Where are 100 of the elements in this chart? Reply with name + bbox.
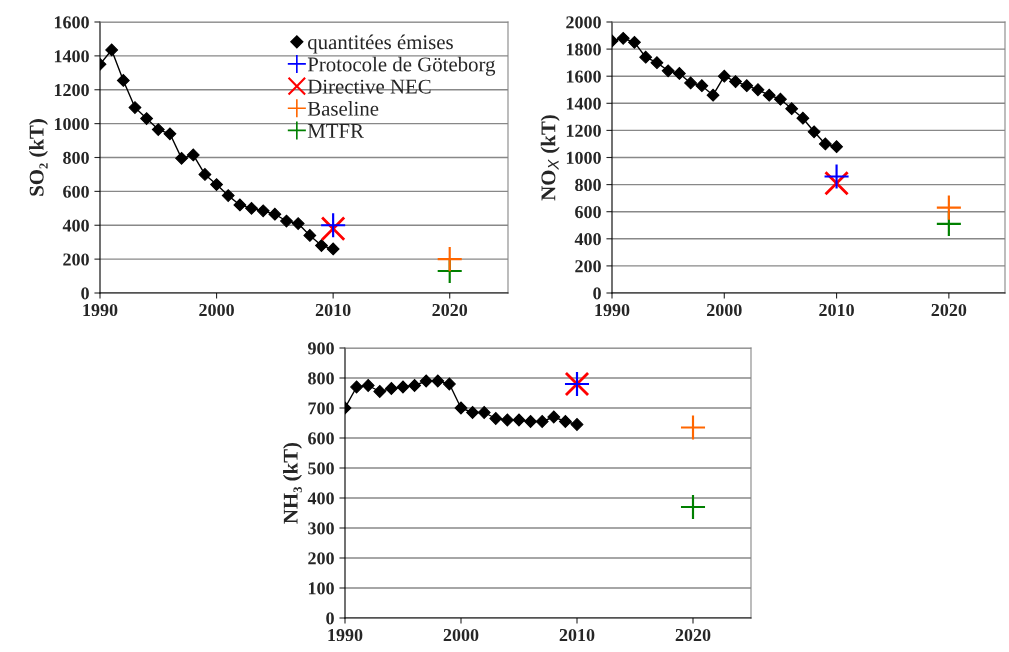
point: [512, 413, 526, 427]
point: [762, 88, 776, 102]
y-tick-label: 300: [308, 522, 334, 535]
point: [489, 412, 503, 425]
y-tick-label: 0: [326, 612, 334, 625]
point: [326, 242, 340, 256]
y-axis-title: NH₃ (kT): [283, 442, 302, 524]
point: [140, 112, 154, 125]
point: [396, 380, 410, 394]
point: [291, 217, 305, 230]
x-tick-label: 2020: [675, 628, 711, 642]
y-tick-label: 1400: [566, 97, 601, 110]
point: [774, 92, 787, 106]
x-tick-label: 2010: [819, 303, 854, 317]
point: [233, 198, 247, 212]
point: [818, 137, 832, 151]
point: [680, 494, 706, 520]
y-tick-label: 2000: [566, 16, 601, 29]
y-tick-label: 1400: [54, 50, 89, 63]
y-tick-label: 200: [575, 260, 601, 273]
point: [442, 377, 456, 391]
point: [706, 88, 720, 102]
y-axis-title: NO$_{X}$ (kT): [540, 115, 560, 201]
legend-label: Directive NEC: [307, 79, 431, 94]
legend-label: Baseline: [307, 101, 379, 116]
point: [824, 164, 849, 189]
point: [661, 64, 675, 78]
point: [616, 31, 630, 45]
point: [268, 207, 282, 221]
x-tick-label: 2000: [199, 303, 234, 317]
legend-label: MTFR: [307, 124, 364, 138]
point: [547, 410, 561, 424]
point: [729, 75, 742, 89]
point: [280, 214, 293, 228]
y-tick-label: 1600: [54, 16, 89, 29]
point: [303, 229, 317, 242]
point: [796, 111, 810, 125]
x-tick-label: 1990: [328, 628, 363, 642]
point: [936, 195, 961, 220]
point: [256, 204, 270, 218]
point: [210, 178, 223, 192]
point: [105, 43, 119, 57]
point: [186, 148, 200, 162]
y-tick-label: 700: [308, 402, 334, 415]
point: [373, 385, 387, 398]
point: [128, 101, 142, 114]
y-tick-label: 500: [308, 462, 334, 475]
point: [245, 201, 258, 215]
point: [785, 102, 799, 116]
point: [361, 379, 375, 392]
point: [454, 401, 468, 415]
y-tick-label: 0: [593, 287, 601, 300]
y-tick-label: 800: [575, 178, 601, 192]
point: [163, 127, 177, 141]
y-tick-label: 600: [575, 205, 601, 219]
point: [524, 415, 538, 428]
point: [717, 69, 731, 83]
point: [419, 374, 433, 388]
x-tick-label: 1990: [595, 303, 630, 317]
x-tick-label: 1990: [83, 303, 118, 317]
y-tick-label: 400: [574, 233, 601, 246]
point: [437, 247, 462, 272]
point: [477, 406, 491, 419]
y-tick-label: 100: [308, 582, 334, 595]
point: [500, 413, 514, 427]
y-tick-label: 1200: [566, 124, 601, 137]
point: [672, 67, 686, 80]
point: [535, 415, 549, 428]
point: [350, 380, 364, 394]
x-tick-label: 2010: [315, 303, 351, 317]
legend-label: quantitées émises: [308, 34, 453, 54]
y-tick-label: 200: [63, 253, 89, 266]
point: [116, 74, 130, 87]
point: [740, 79, 754, 93]
y-tick-label: 1600: [566, 70, 601, 83]
point: [466, 406, 480, 419]
y-tick-label: 1200: [54, 84, 89, 97]
point: [807, 125, 821, 139]
point: [639, 50, 653, 64]
y-tick-label: 400: [62, 219, 89, 232]
y-tick-label: 600: [308, 432, 334, 445]
point: [408, 379, 422, 392]
y-tick-label: 900: [307, 342, 334, 355]
y-tick-label: 800: [308, 372, 334, 385]
point: [151, 123, 165, 136]
point: [628, 35, 641, 49]
point: [570, 418, 584, 431]
y-tick-label: 600: [63, 185, 89, 198]
point: [175, 151, 189, 165]
point: [558, 415, 572, 428]
y-axis-title: SO₂ (kT): [29, 119, 48, 196]
point: [680, 415, 706, 440]
y-tick-label: 800: [63, 151, 89, 164]
y-tick-label: 200: [308, 552, 334, 565]
y-tick-label: 1000: [566, 151, 601, 164]
point: [431, 374, 445, 388]
point: [650, 56, 664, 70]
y-tick-label: 0: [81, 287, 89, 300]
x-tick-label: 2020: [931, 303, 967, 317]
point: [198, 168, 212, 181]
